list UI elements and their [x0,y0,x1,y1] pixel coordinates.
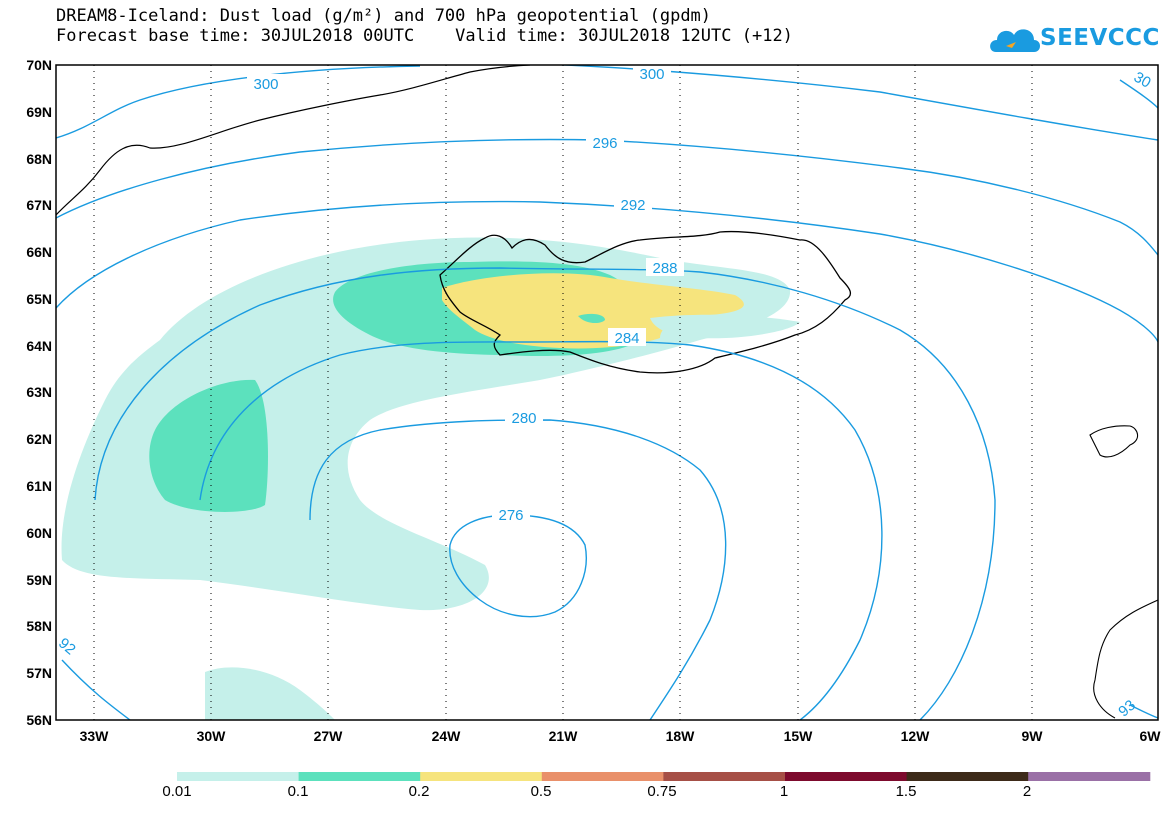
dust-area-light-patch [650,314,800,339]
lat-label: 60N [26,525,52,541]
contour-label: 300 [639,66,664,83]
map-frame [55,64,1159,721]
contour-label: 280 [511,410,536,427]
colorbar-swatch [785,772,908,781]
colorbar-label: 1.5 [895,783,917,800]
longitude-axis: 33W 30W 27W 24W 21W 18W 15W 12W 9W 6W [80,728,1162,744]
lat-label: 61N [26,478,52,494]
colorbar-swatch [177,772,300,781]
lat-label: 63N [26,384,52,400]
lat-label: 67N [26,197,52,213]
contour-label: 296 [592,135,617,152]
latitude-axis: 70N 69N 68N 67N 66N 65N 64N 63N 62N 61N … [26,57,52,728]
colorbar-swatch [298,772,421,781]
lat-label: 70N [26,57,52,73]
lon-label: 21W [549,728,579,744]
lon-label: 15W [784,728,814,744]
colorbar-swatch [420,772,543,781]
lat-label: 66N [26,244,52,260]
colorbar-label: 0.2 [408,783,430,800]
contour-label: 30 [1131,69,1154,92]
forecast-times: Forecast base time: 30JUL2018 00UTC Vali… [56,26,793,46]
map-title: DREAM8-Iceland: Dust load (g/m²) and 700… [56,6,712,26]
contour-label: 93 [1115,697,1139,721]
lon-label: 18W [666,728,696,744]
lat-label: 69N [26,104,52,120]
colorbar-label: 0.75 [647,783,677,800]
dust-area-green-west [149,379,268,512]
lon-label: 27W [314,728,344,744]
iceland-coast [439,230,852,374]
greenland-coast [56,65,531,216]
scotland-coast-north [1089,425,1139,458]
colorbar-label: 0.5 [530,783,552,800]
lat-label: 57N [26,665,52,681]
colorbar-swatch [1028,772,1151,781]
colorbar [177,772,1151,781]
lat-label: 58N [26,618,52,634]
colorbar-label: 2 [1022,783,1032,800]
colorbar-label: 0.01 [162,783,192,800]
colorbar-swatch [906,772,1029,781]
lon-label: 30W [197,728,227,744]
contour-label: 276 [498,507,523,524]
lat-label: 59N [26,572,52,588]
lon-label: 9W [1022,728,1044,744]
contour-label: 92 [55,635,79,659]
colorbar-swatch [663,772,786,781]
lon-label: 24W [432,728,462,744]
dust-area-yellow [442,273,744,349]
colorbar-swatch [541,772,664,781]
colorbar-label: 1 [779,783,789,800]
lat-label: 62N [26,431,52,447]
lat-label: 68N [26,151,52,167]
cloud-logo-icon [990,29,1040,52]
contour-label: 284 [614,330,639,347]
lon-label: 12W [901,728,931,744]
scotland-coast [1093,599,1158,719]
contour-label: 292 [620,197,645,214]
contour-label: 288 [652,260,677,277]
contour-label: 300 [253,76,278,93]
colorbar-label: 0.1 [287,783,309,800]
logo-text: SEEVCCC [1040,25,1160,51]
lat-label: 56N [26,712,52,728]
dust-area-green-patch [578,313,605,324]
lat-label: 64N [26,338,52,354]
lat-label: 65N [26,291,52,307]
lon-label: 6W [1140,728,1162,744]
lon-label: 33W [80,728,110,744]
dust-area-light-south [205,667,335,720]
